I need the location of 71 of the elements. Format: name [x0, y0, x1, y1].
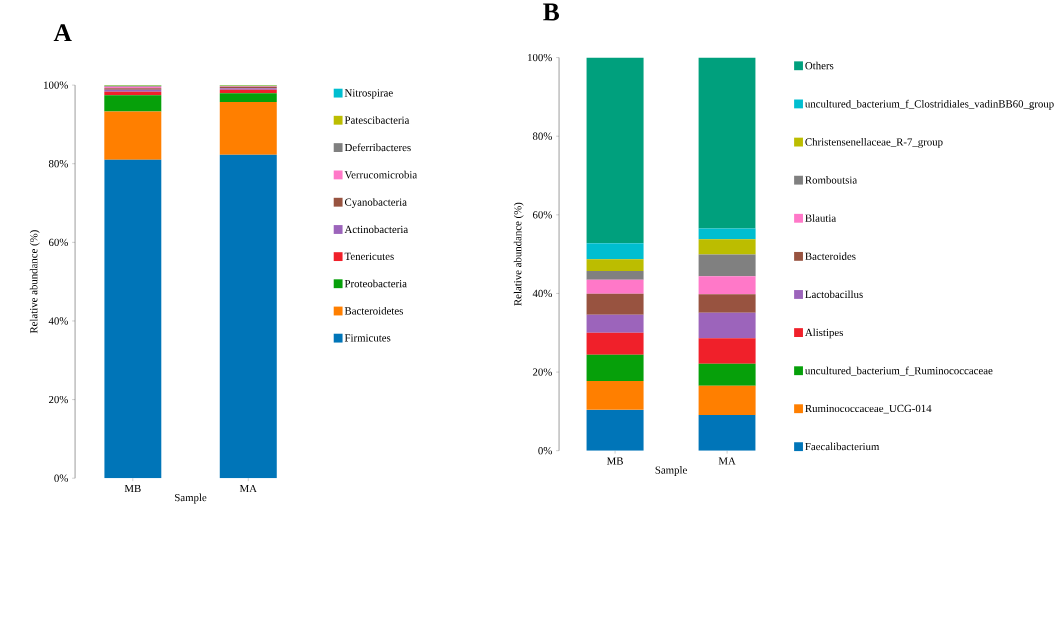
bar — [698, 228, 756, 240]
bar — [586, 279, 644, 294]
y-tick-label: 0% — [538, 446, 552, 455]
bar — [698, 414, 756, 451]
bar — [586, 293, 644, 315]
y-tick-label: 20% — [532, 368, 552, 376]
bar — [698, 275, 756, 295]
y-axis-title: Relative abundance (%) — [29, 230, 40, 334]
bar — [698, 338, 756, 364]
bar — [698, 254, 756, 276]
y-tick-label: 40% — [532, 289, 552, 297]
bar — [698, 363, 756, 386]
legend-label: Lactobacillus — [805, 290, 863, 298]
y-tick-label: 100% — [44, 81, 68, 89]
chart-title: A — [53, 23, 72, 41]
legend-label: Proteobacteria — [344, 279, 407, 288]
legend-label: Bacteroidetes — [344, 306, 403, 315]
legend-label: Ruminococcaceae_UCG-014 — [805, 404, 932, 414]
y-axis-title: Relative abundance (%) — [513, 202, 524, 306]
x-tick-label: MB — [606, 457, 623, 465]
bar — [219, 154, 277, 479]
bar — [698, 239, 756, 255]
x-tick-label: MB — [124, 484, 141, 492]
y-tick-label: 100% — [528, 53, 552, 62]
y-tick-label: 80% — [48, 159, 68, 168]
legend-label: Faecalibacterium — [805, 442, 880, 451]
y-tick-label: 20% — [48, 395, 68, 404]
x-axis-title: Sample — [175, 493, 207, 504]
x-axis-title: Sample — [655, 465, 687, 476]
y-tick-label: 40% — [48, 317, 68, 325]
legend-label: Blautia — [805, 214, 836, 222]
legend-label: Firmicutes — [344, 334, 391, 342]
bar — [698, 385, 756, 415]
x-tick-label: MA — [239, 484, 257, 492]
bar — [698, 312, 756, 339]
bar — [586, 380, 644, 410]
bar — [586, 242, 644, 260]
y-tick-label: 0% — [54, 474, 68, 482]
legend-label: Patescibacteria — [344, 115, 410, 124]
bar — [586, 314, 644, 333]
bar — [104, 111, 162, 160]
legend-label: Romboutsia — [805, 175, 858, 184]
legend-label: Bacteroides — [805, 252, 856, 260]
legend-label: Verrucomicrobia — [344, 170, 418, 179]
bar — [219, 101, 277, 155]
legend-label: uncultured_bacterium_f_Ruminococcaceae — [805, 366, 993, 376]
y-tick-label: 60% — [48, 238, 68, 246]
chart-title: B — [543, 3, 560, 21]
bar — [104, 159, 162, 479]
bar — [586, 332, 644, 355]
legend-label: Actinobacteria — [344, 225, 408, 233]
bar — [586, 57, 644, 243]
legend-label: uncultured_bacterium_f_Clostridiales_vadinBB60_group — [805, 99, 1054, 110]
legend-label: Nitrospirae — [344, 89, 393, 99]
bar — [586, 259, 644, 271]
y-tick-label: 60% — [532, 210, 552, 219]
bar — [586, 409, 644, 451]
bar — [698, 57, 756, 229]
x-tick-label: MA — [718, 457, 736, 465]
legend-label: Cyanobacteria — [344, 197, 407, 208]
legend-label: Alistipes — [805, 328, 843, 339]
bar — [104, 95, 162, 112]
legend-label: Christensenellaceae_R-7_group — [805, 137, 943, 148]
bar — [219, 93, 277, 102]
legend-label: Deferribacteres — [344, 143, 411, 151]
bar — [698, 294, 756, 313]
legend-label: Others — [805, 61, 834, 70]
bar — [586, 354, 644, 381]
legend-label: Tenericutes — [344, 252, 394, 260]
y-tick-label: 80% — [532, 132, 552, 140]
bar — [586, 270, 644, 280]
